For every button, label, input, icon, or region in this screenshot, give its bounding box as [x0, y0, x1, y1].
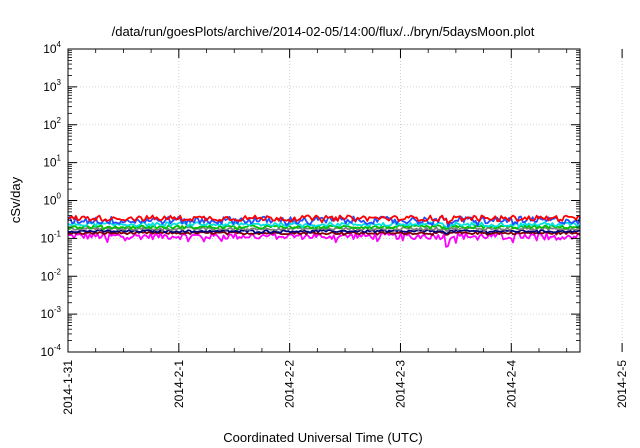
- series-line: [67, 214, 581, 225]
- x-tick-label: 2014-1-31: [61, 360, 75, 415]
- x-tick-label: 2014-2-2: [283, 360, 297, 408]
- y-axis-label: cSv/day: [8, 176, 23, 223]
- series-line: [67, 231, 581, 248]
- data-series: [67, 214, 581, 248]
- series-line: [67, 224, 581, 231]
- x-tick-label: 2014-2-5: [615, 360, 629, 408]
- axis-ticks: [67, 48, 623, 353]
- chart-title: /data/run/goesPlots/archive/2014-02-05/1…: [112, 24, 535, 39]
- series-line: [67, 231, 581, 237]
- series-line: [67, 229, 581, 235]
- series-line: [67, 221, 581, 229]
- y-tick-label: 101: [43, 154, 61, 170]
- y-tick-label: 10-1: [41, 229, 62, 245]
- y-tick-label: 10-4: [41, 343, 62, 359]
- y-tick-label: 104: [43, 40, 61, 56]
- x-axis-label: Coordinated Universal Time (UTC): [223, 430, 422, 445]
- x-tick-labels: 2014-1-31 2014-2-1 2014-2-2 2014-2-3 2014-2-…: [61, 360, 629, 415]
- y-tick-label: 100: [43, 192, 61, 208]
- y-tick-label: 103: [43, 78, 61, 94]
- y-tick-label: 10-3: [41, 305, 62, 321]
- grid-lines: [68, 49, 623, 352]
- y-tick-labels: 10-4 10-3 10-2 10-1 100 101 102 103 104: [41, 40, 62, 359]
- x-tick-label: 2014-2-4: [504, 360, 518, 408]
- y-tick-label: 102: [43, 116, 61, 132]
- x-tick-label: 2014-2-3: [393, 360, 407, 408]
- y-tick-label: 10-2: [41, 267, 62, 283]
- x-tick-label: 2014-2-1: [172, 360, 186, 408]
